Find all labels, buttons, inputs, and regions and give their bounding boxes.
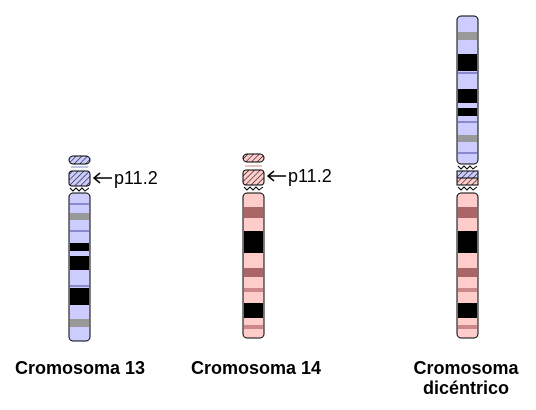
dicentric-band (458, 135, 477, 142)
chr13-band (70, 256, 89, 270)
chr13-centromere (69, 187, 90, 192)
dicentric-band (458, 152, 477, 154)
chr13-band (70, 288, 89, 305)
chr13-band (70, 285, 89, 287)
chr14-p-arm (242, 169, 265, 186)
dicentric-band (458, 288, 477, 292)
chromosome-dicentric (456, 15, 479, 339)
chr14-band (244, 268, 263, 277)
dicentric-caption: Cromosoma dicéntrico (386, 358, 536, 398)
chr14-caption-line: Cromosoma 14 (190, 358, 322, 378)
chromosome-13 (68, 155, 112, 342)
chromosome-14 (242, 153, 286, 339)
dicentric-caption-line: dicéntrico (422, 378, 510, 398)
dicentric-band (458, 108, 477, 116)
dicentric-caption-line: Cromosoma (413, 358, 519, 378)
chr13-band (70, 230, 89, 232)
dicentric-lower-arm (456, 192, 479, 339)
chr14-centromere (243, 186, 264, 191)
chr13-satellite (68, 155, 91, 165)
dicentric-band (458, 325, 477, 329)
chr13-caption-line: Cromosoma 13 (14, 358, 146, 378)
dicentric-band (458, 207, 477, 218)
chr14-band (244, 231, 263, 253)
dicentric-band (458, 54, 477, 71)
dicentric-band (458, 268, 477, 277)
chr14-band (244, 207, 263, 218)
chr13-p-arm (68, 170, 91, 187)
chr13-band (70, 203, 89, 205)
dicentric-centromere-1 (457, 165, 478, 170)
chr13-band (70, 243, 89, 251)
chr13-caption: Cromosoma 13 (0, 358, 160, 378)
chr14-band (244, 288, 263, 292)
chr14-q-arm (242, 192, 265, 339)
dicentric-p-fusion (456, 177, 479, 186)
chr14-callout-label: p11.2 (288, 166, 332, 186)
chr14-band (244, 303, 263, 318)
chr14-satellite (242, 153, 265, 163)
chr14-caption: Cromosoma 14 (176, 358, 336, 378)
dicentric-band (458, 89, 477, 103)
dicentric-band (458, 303, 477, 318)
dicentric-p-fusion (456, 170, 479, 179)
chr14-band (244, 325, 263, 329)
chr13-callout-label: p11.2 (114, 168, 158, 188)
dicentric-band (458, 72, 477, 74)
chr13-band (70, 319, 89, 327)
chr13-band (70, 213, 89, 220)
dicentric-band (458, 32, 477, 40)
dicentric-band (458, 231, 477, 253)
dicentric-band (458, 121, 477, 123)
dicentric-centromere-2 (457, 186, 478, 191)
